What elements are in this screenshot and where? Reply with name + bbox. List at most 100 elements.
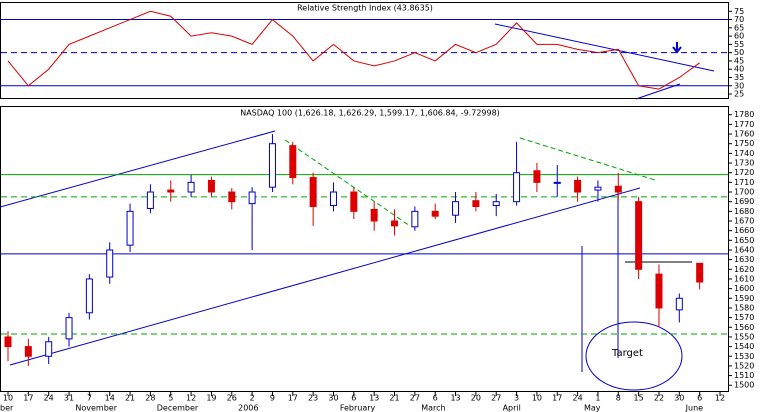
y-tick-label: 1570 bbox=[734, 313, 754, 322]
candle-body bbox=[411, 210, 419, 228]
month-label: December bbox=[157, 404, 199, 412]
channel-line bbox=[0, 130, 276, 208]
candle-body bbox=[594, 186, 602, 191]
y-tick-label: 1560 bbox=[734, 323, 754, 332]
month-label: February bbox=[340, 404, 376, 412]
candle-body bbox=[228, 191, 236, 203]
y-tick-label: 1760 bbox=[734, 130, 754, 139]
month-label: May bbox=[584, 404, 601, 412]
month-label: November bbox=[75, 404, 117, 412]
candle-body bbox=[268, 143, 276, 188]
y-tick-label: 40 bbox=[734, 65, 744, 74]
x-tick-label: 12 bbox=[715, 394, 725, 403]
rsi-title: Relative Strength Index (43.8635) bbox=[297, 4, 433, 13]
y-tick-label: 1620 bbox=[734, 265, 754, 274]
candle-body bbox=[370, 208, 378, 222]
y-tick-label: 1770 bbox=[734, 120, 754, 129]
y-tick-label: 1680 bbox=[734, 207, 754, 216]
y-tick-label: 1550 bbox=[734, 332, 754, 341]
x-tick-label: 6 bbox=[433, 394, 438, 403]
y-tick-label: 25 bbox=[734, 90, 744, 99]
y-tick-label: 1500 bbox=[734, 381, 754, 390]
x-tick-label: 30 bbox=[328, 394, 338, 403]
candle-body bbox=[45, 341, 53, 357]
x-tick-label: 27 bbox=[410, 394, 420, 403]
x-tick-label: 17 bbox=[552, 394, 562, 403]
x-tick-label: 2 bbox=[250, 394, 255, 403]
y-tick-label: 1510 bbox=[734, 371, 754, 380]
candle-body bbox=[146, 191, 154, 209]
candle-body bbox=[65, 317, 73, 340]
y-tick-label: 1600 bbox=[734, 284, 754, 293]
y-tick-label: 50 bbox=[734, 48, 744, 57]
candle-body bbox=[431, 210, 439, 217]
y-tick-label: 30 bbox=[734, 81, 744, 90]
x-tick-label: 17 bbox=[288, 394, 298, 403]
rsi-frame bbox=[0, 2, 729, 99]
candle-body bbox=[4, 336, 12, 348]
target-ellipse bbox=[585, 321, 683, 391]
y-tick-label: 1740 bbox=[734, 149, 754, 158]
y-tick-label: 1580 bbox=[734, 303, 754, 312]
candle-body bbox=[167, 189, 175, 193]
y-tick-label: 1630 bbox=[734, 255, 754, 264]
x-tick-label: 24 bbox=[573, 394, 583, 403]
y-tick-label: 75 bbox=[734, 7, 744, 16]
y-tick-label: 1520 bbox=[734, 361, 754, 370]
candle-body bbox=[207, 179, 215, 193]
candle-body bbox=[391, 220, 399, 227]
x-tick-label: 30 bbox=[674, 394, 684, 403]
candle-body bbox=[106, 249, 114, 278]
month-label: April bbox=[503, 404, 521, 412]
candle-body bbox=[574, 179, 582, 193]
candle-body bbox=[675, 297, 683, 311]
y-tick-label: 35 bbox=[734, 73, 744, 82]
price-frame bbox=[0, 106, 729, 392]
y-tick-label: 1670 bbox=[734, 217, 754, 226]
x-tick-label: 6 bbox=[697, 394, 702, 403]
candle-body bbox=[655, 273, 663, 309]
y-tick-label: 1710 bbox=[734, 178, 754, 187]
x-tick-label: 1 bbox=[595, 394, 600, 403]
candle-body bbox=[553, 181, 561, 184]
candle-body bbox=[614, 185, 622, 193]
month-label: March bbox=[421, 404, 445, 412]
target-lines bbox=[581, 192, 619, 372]
candle-body bbox=[126, 210, 134, 246]
candle-body bbox=[492, 201, 500, 207]
candle-body bbox=[472, 200, 480, 208]
candle-body bbox=[309, 177, 317, 208]
y-tick-label: 1540 bbox=[734, 342, 754, 351]
x-tick-label: 23 bbox=[308, 394, 318, 403]
y-tick-label: 55 bbox=[734, 40, 744, 49]
y-tick-label: 45 bbox=[734, 56, 744, 65]
candle-body bbox=[248, 191, 256, 205]
channel-line bbox=[9, 187, 641, 366]
x-tick-label: 31 bbox=[64, 394, 74, 403]
x-tick-label: 13 bbox=[450, 394, 460, 403]
x-tick-label: 15 bbox=[634, 394, 644, 403]
annotation: Target bbox=[611, 348, 643, 359]
y-tick-label: 65 bbox=[734, 23, 744, 32]
y-tick-label: 60 bbox=[734, 32, 744, 41]
rsi-trendline bbox=[494, 23, 715, 72]
y-tick-label: 1590 bbox=[734, 294, 754, 303]
candle-body bbox=[696, 262, 704, 283]
y-tick-label: 1730 bbox=[734, 159, 754, 168]
x-tick-label: 13 bbox=[369, 394, 379, 403]
y-tick-label: 1650 bbox=[734, 236, 754, 245]
x-tick-label: 3 bbox=[514, 394, 519, 403]
rsi-trendline bbox=[635, 83, 681, 100]
x-tick-label: 10 bbox=[3, 394, 13, 403]
x-tick-label: 19 bbox=[206, 394, 216, 403]
y-tick-label: 1780 bbox=[734, 110, 754, 119]
y-tick-label: 1690 bbox=[734, 197, 754, 206]
x-tick-label: 5 bbox=[168, 394, 173, 403]
month-label: ber bbox=[0, 404, 14, 412]
candle-body bbox=[513, 172, 521, 203]
y-tick-label: 1660 bbox=[734, 226, 754, 235]
candle-body bbox=[289, 145, 297, 179]
y-tick-label: 70 bbox=[734, 15, 744, 24]
arrow bbox=[672, 42, 682, 54]
